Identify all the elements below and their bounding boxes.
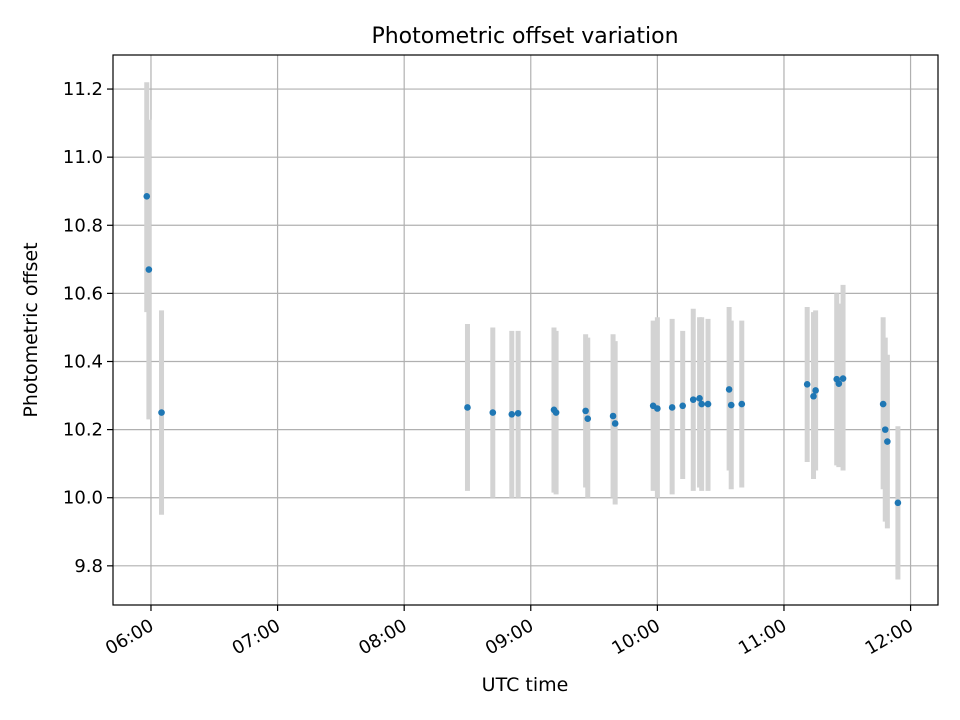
y-tick-label: 9.8 (74, 556, 103, 577)
x-axis: 06:00 07:00 08:00 09:00 10:00 11:00 12:00 (102, 605, 917, 659)
data-point (738, 400, 746, 408)
y-axis: 9.8 10.0 10.2 10.4 10.6 10.8 11.0 11.2 (63, 79, 113, 577)
data-point (704, 400, 712, 408)
data-point (654, 405, 661, 412)
data-point (881, 426, 889, 433)
data-point (698, 400, 705, 408)
data-point (727, 401, 735, 409)
y-axis-label: Photometric offset (20, 242, 42, 417)
x-tick-label: 12:00 (862, 615, 917, 659)
data-point (810, 392, 817, 400)
y-tick-label: 10.6 (63, 283, 103, 304)
x-tick-label: 11:00 (735, 615, 790, 659)
y-tick-label: 10.0 (63, 488, 103, 509)
x-tick-label: 10:00 (608, 615, 663, 659)
chart-title: Photometric offset variation (371, 24, 678, 49)
data-point (158, 409, 165, 416)
data-point (489, 409, 497, 416)
data-point (552, 409, 560, 416)
data-point (812, 387, 819, 394)
data-point (584, 415, 592, 423)
data-point (803, 381, 811, 388)
data-point (884, 438, 891, 445)
y-tick-label: 10.2 (63, 420, 103, 441)
x-tick-label: 08:00 (355, 615, 410, 659)
data-point (611, 420, 619, 427)
data-point (508, 410, 516, 418)
data-point (879, 400, 887, 408)
data-point (679, 402, 686, 410)
data-points (143, 193, 902, 507)
data-point (514, 409, 522, 417)
x-tick-label: 09:00 (482, 615, 537, 659)
data-point (464, 404, 471, 411)
data-point (839, 375, 847, 382)
y-tick-label: 10.8 (63, 215, 103, 236)
data-point (725, 386, 733, 393)
x-tick-label: 07:00 (229, 615, 284, 659)
data-point (668, 404, 676, 411)
data-point (145, 266, 153, 273)
x-tick-label: 06:00 (102, 615, 157, 659)
x-axis-label: UTC time (482, 674, 569, 696)
y-tick-label: 10.4 (63, 352, 103, 373)
data-point (696, 394, 703, 402)
y-tick-label: 11.2 (63, 79, 103, 100)
data-point (609, 412, 617, 420)
data-point (689, 396, 697, 403)
data-point (835, 380, 843, 387)
data-point (143, 193, 151, 200)
data-point (894, 499, 902, 507)
y-tick-label: 11.0 (63, 147, 103, 168)
data-point (582, 407, 589, 415)
plot-frame (112, 54, 939, 606)
